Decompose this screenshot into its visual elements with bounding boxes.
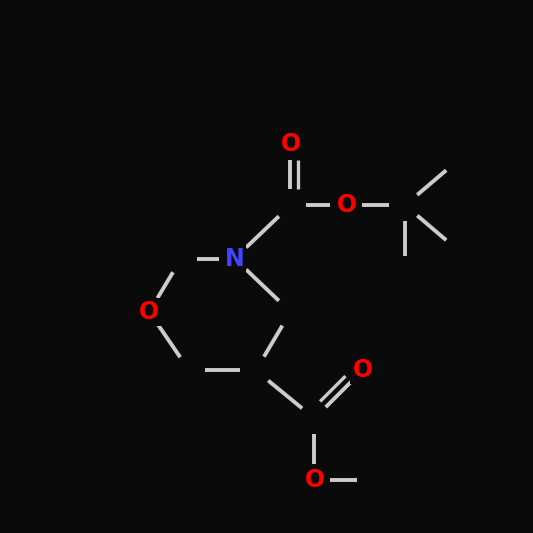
Text: N: N: [224, 246, 245, 271]
Text: O: O: [336, 193, 357, 217]
Text: O: O: [304, 467, 325, 492]
Text: O: O: [352, 358, 373, 383]
Text: O: O: [139, 300, 159, 324]
Text: O: O: [280, 132, 301, 156]
